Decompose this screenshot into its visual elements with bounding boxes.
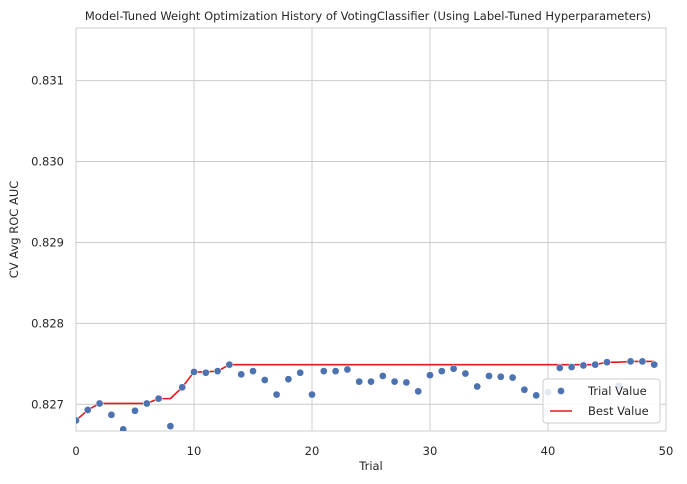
trial-value-point xyxy=(95,399,104,408)
trial-value-point xyxy=(461,369,470,378)
trial-value-point xyxy=(603,358,611,367)
legend-box xyxy=(542,378,661,424)
trial-value-point xyxy=(485,372,493,380)
trial-value-point xyxy=(249,367,257,375)
trial-value-point xyxy=(190,368,198,376)
x-tick-labels: 0 10 20 30 40 50 xyxy=(72,444,673,458)
trial-value-point xyxy=(426,371,434,380)
y-tick-labels: 0.827 0.828 0.829 0.830 0.831 xyxy=(31,74,64,412)
trial-value-point xyxy=(237,370,246,379)
legend-label-best-value: Best Value xyxy=(588,404,649,418)
trial-value-point xyxy=(107,410,116,419)
trial-value-point xyxy=(520,385,529,394)
x-tick-label: 10 xyxy=(187,444,202,458)
trial-value-point xyxy=(272,390,281,399)
trial-value-point xyxy=(579,361,588,370)
trial-value-point xyxy=(555,364,564,372)
trial-value-point xyxy=(367,377,375,386)
trial-value-point xyxy=(213,367,222,375)
y-tick-label: 0.828 xyxy=(31,316,64,330)
trial-value-point xyxy=(154,394,163,403)
trial-value-point xyxy=(473,382,482,391)
trial-value-point xyxy=(201,368,210,377)
y-tick-label: 0.829 xyxy=(31,235,64,249)
y-tick-label: 0.830 xyxy=(31,155,64,169)
trial-value-point xyxy=(508,373,517,382)
y-tick-label: 0.831 xyxy=(31,74,64,88)
legend: Trial Value Best Value xyxy=(542,378,661,424)
x-tick-label: 50 xyxy=(659,444,674,458)
trial-value-point xyxy=(437,367,446,375)
trial-value-point xyxy=(119,425,128,431)
legend-marker-trial-value xyxy=(557,387,565,395)
trial-value-point xyxy=(449,364,458,373)
trial-value-point xyxy=(225,360,234,369)
trial-value-point xyxy=(638,357,647,366)
trial-value-point xyxy=(331,367,340,375)
x-axis-label: Trial xyxy=(358,459,383,473)
trial-value-point xyxy=(284,375,293,384)
trial-value-point xyxy=(178,383,187,392)
x-tick-label: 30 xyxy=(423,444,438,458)
y-tick-label: 0.827 xyxy=(31,397,64,411)
trial-value-point xyxy=(591,360,600,369)
x-tick-label: 20 xyxy=(305,444,320,458)
trial-value-point xyxy=(319,367,328,375)
x-tick-label: 0 xyxy=(72,444,79,458)
trial-value-point xyxy=(496,372,505,381)
chart-title: Model-Tuned Weight Optimization History … xyxy=(85,9,651,23)
trial-value-point xyxy=(650,360,659,369)
plot-frame xyxy=(75,27,667,432)
trial-value-point xyxy=(142,399,151,408)
trial-value-point xyxy=(532,391,541,400)
trial-value-point xyxy=(296,368,305,377)
grid-lines xyxy=(75,28,667,431)
trial-value-point xyxy=(390,377,399,386)
trial-value-point xyxy=(402,378,411,387)
trial-value-point xyxy=(308,390,316,399)
y-axis-label: CV Avg ROC AUC xyxy=(7,181,21,279)
trial-value-point xyxy=(260,376,269,384)
series-layer xyxy=(76,357,659,431)
trial-value-point xyxy=(131,406,139,415)
trial-value-point xyxy=(626,357,635,366)
trial-value-point xyxy=(166,422,175,430)
trial-value-point xyxy=(378,372,387,380)
trial-value-point xyxy=(355,377,364,386)
x-tick-label: 40 xyxy=(541,444,556,458)
trial-value-point xyxy=(414,387,423,396)
trial-value-point xyxy=(76,416,80,425)
plot-area xyxy=(76,357,659,431)
trial-value-point xyxy=(567,363,576,371)
trial-value-point xyxy=(83,406,92,414)
trial-value-point xyxy=(343,365,352,374)
legend-label-trial-value: Trial Value xyxy=(587,384,647,398)
